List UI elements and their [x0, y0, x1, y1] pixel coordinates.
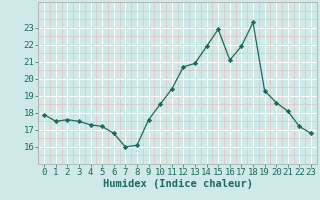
X-axis label: Humidex (Indice chaleur): Humidex (Indice chaleur) [103, 179, 252, 189]
